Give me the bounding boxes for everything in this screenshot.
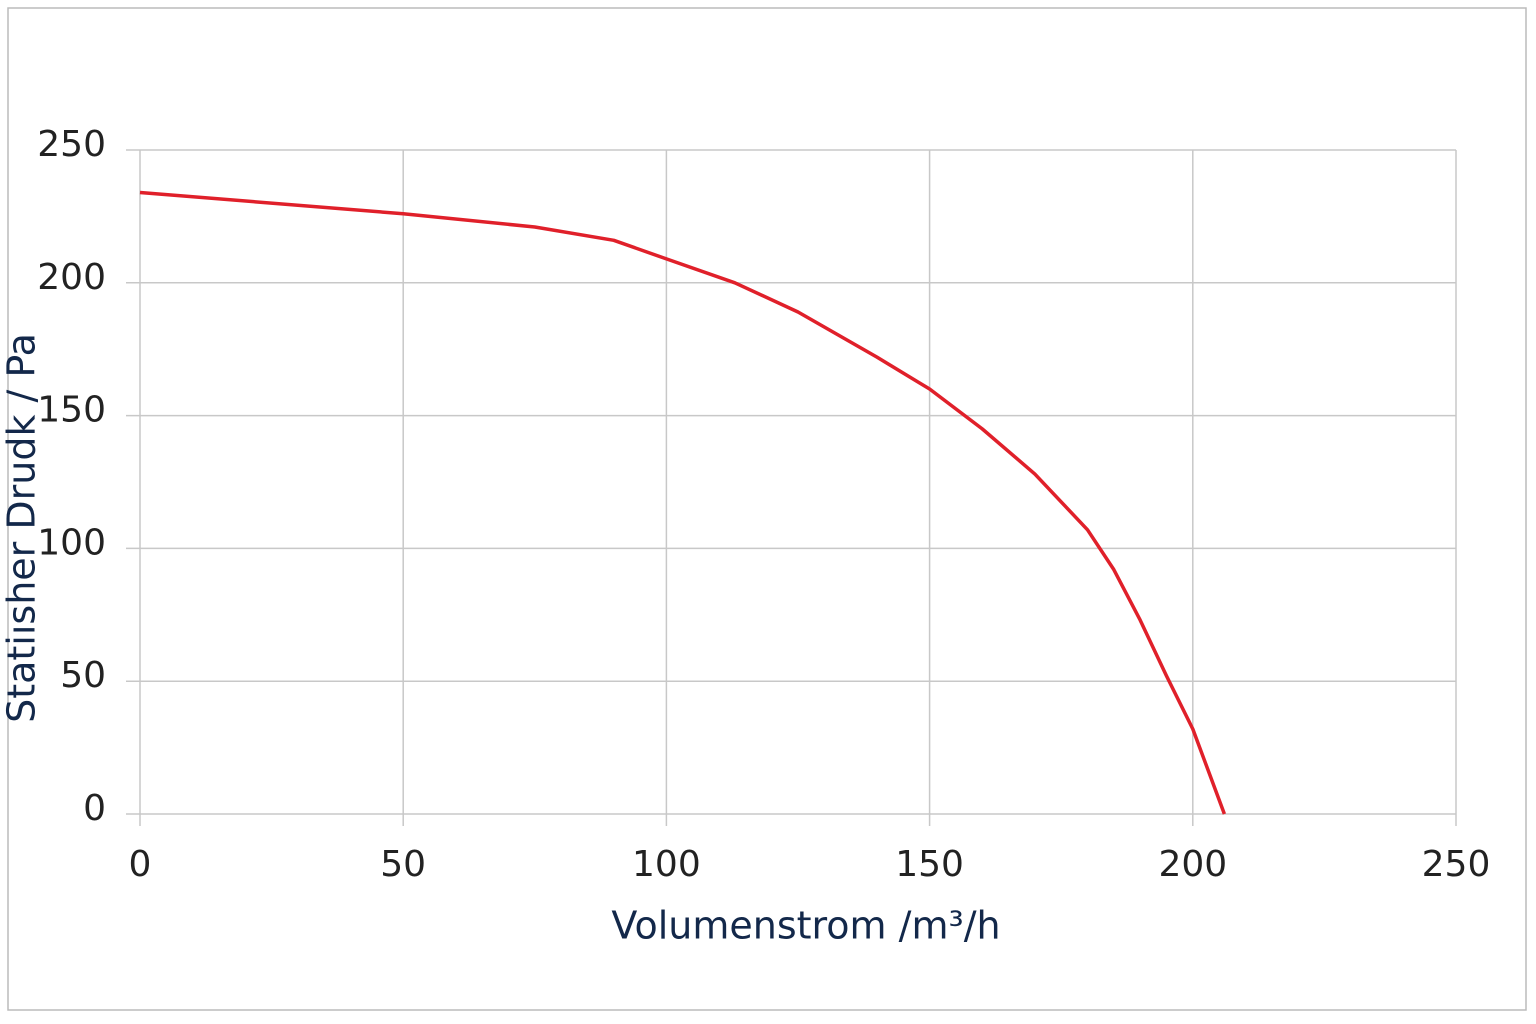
x-axis-title: Volumenstrom /m³/h (611, 904, 1000, 948)
y-tick-label: 0 (83, 788, 106, 829)
y-tick-label: 50 (60, 655, 106, 696)
data-line (139, 190, 1227, 815)
x-tick-label: 0 (129, 844, 152, 885)
y-axis-title: Statiısher Drudk / Pa (0, 333, 44, 723)
x-tick-label: 100 (632, 844, 701, 885)
frame (7, 7, 1527, 1011)
x-tick-label: 150 (895, 844, 964, 885)
x-tick-label: 50 (380, 844, 426, 885)
y-tick-label: 200 (37, 257, 106, 298)
y-tick-label: 250 (37, 124, 106, 165)
y-tick-label: 100 (37, 522, 106, 563)
y-tick-label: 150 (37, 390, 106, 431)
x-tick-label: 250 (1422, 844, 1491, 885)
x-tick-label: 200 (1158, 844, 1227, 885)
